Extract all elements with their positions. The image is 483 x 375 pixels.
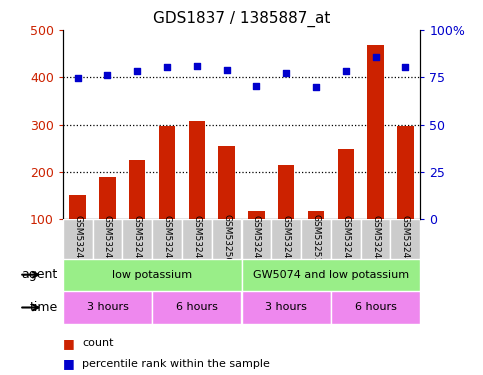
- Bar: [397, 126, 413, 219]
- Text: 3 hours: 3 hours: [86, 303, 128, 312]
- Bar: [182, 219, 212, 259]
- Bar: [368, 45, 384, 219]
- Point: [401, 64, 409, 70]
- Bar: [331, 219, 361, 259]
- Point: [74, 75, 82, 81]
- Bar: [301, 219, 331, 259]
- Point: [282, 70, 290, 76]
- Text: GSM53250: GSM53250: [222, 214, 231, 264]
- Bar: [189, 121, 205, 219]
- Bar: [63, 219, 93, 259]
- Bar: [70, 195, 86, 219]
- Text: GSM53251: GSM53251: [312, 214, 320, 264]
- Text: GSM53242: GSM53242: [282, 214, 291, 264]
- Bar: [129, 160, 145, 219]
- Text: agent: agent: [22, 268, 58, 281]
- Text: count: count: [82, 338, 114, 348]
- Bar: [63, 259, 242, 291]
- Text: time: time: [30, 301, 58, 314]
- Bar: [338, 149, 354, 219]
- Bar: [63, 291, 152, 324]
- Bar: [331, 291, 420, 324]
- Bar: [242, 219, 271, 259]
- Bar: [390, 219, 420, 259]
- Bar: [218, 146, 235, 219]
- Text: GSM53240: GSM53240: [252, 214, 261, 264]
- Point: [223, 67, 230, 73]
- Title: GDS1837 / 1385887_at: GDS1837 / 1385887_at: [153, 11, 330, 27]
- Text: ■: ■: [63, 357, 74, 370]
- Text: percentile rank within the sample: percentile rank within the sample: [82, 359, 270, 369]
- Bar: [122, 219, 152, 259]
- Bar: [212, 219, 242, 259]
- Bar: [242, 259, 420, 291]
- Bar: [93, 219, 122, 259]
- Text: 6 hours: 6 hours: [176, 303, 218, 312]
- Bar: [271, 219, 301, 259]
- Point: [104, 72, 112, 78]
- Text: GSM53241: GSM53241: [163, 214, 171, 264]
- Bar: [278, 165, 294, 219]
- Text: GSM53247: GSM53247: [103, 214, 112, 264]
- Bar: [242, 291, 331, 324]
- Text: ■: ■: [63, 337, 74, 350]
- Text: 6 hours: 6 hours: [355, 303, 397, 312]
- Text: GSM53245: GSM53245: [73, 214, 82, 264]
- Bar: [152, 219, 182, 259]
- Text: low potassium: low potassium: [112, 270, 192, 280]
- Bar: [361, 219, 390, 259]
- Text: GSM53244: GSM53244: [371, 214, 380, 264]
- Bar: [99, 177, 115, 219]
- Point: [163, 64, 171, 70]
- Text: GSM53246: GSM53246: [401, 214, 410, 264]
- Text: GW5074 and low potassium: GW5074 and low potassium: [253, 270, 409, 280]
- Point: [253, 83, 260, 89]
- Point: [342, 68, 350, 74]
- Text: 3 hours: 3 hours: [265, 303, 307, 312]
- Text: GSM53248: GSM53248: [192, 214, 201, 264]
- Bar: [152, 291, 242, 324]
- Bar: [159, 126, 175, 219]
- Bar: [308, 211, 324, 219]
- Bar: [248, 211, 265, 219]
- Point: [133, 68, 141, 74]
- Point: [312, 84, 320, 90]
- Point: [193, 63, 201, 69]
- Text: GSM53243: GSM53243: [341, 214, 350, 264]
- Text: GSM53249: GSM53249: [133, 214, 142, 264]
- Point: [372, 54, 380, 60]
